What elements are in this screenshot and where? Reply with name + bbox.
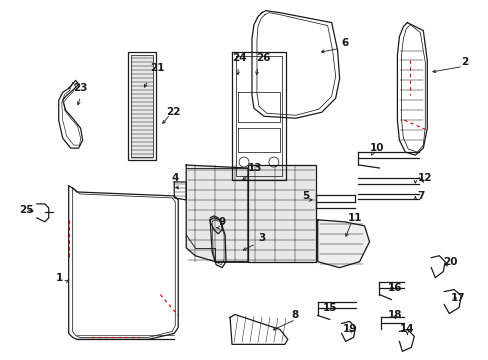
Circle shape	[239, 157, 248, 167]
Text: 12: 12	[416, 173, 431, 183]
Text: 2: 2	[460, 58, 468, 67]
Polygon shape	[186, 165, 247, 262]
Text: 15: 15	[322, 302, 336, 312]
Text: 5: 5	[302, 191, 309, 201]
Text: 14: 14	[399, 324, 414, 334]
Text: 21: 21	[150, 63, 164, 73]
Text: 11: 11	[347, 213, 361, 223]
Text: 18: 18	[387, 310, 402, 320]
Text: 16: 16	[386, 283, 401, 293]
Text: 4: 4	[171, 173, 179, 183]
Text: 25: 25	[19, 205, 33, 215]
Text: 9: 9	[218, 217, 225, 227]
Text: 20: 20	[442, 257, 457, 267]
Polygon shape	[247, 165, 315, 262]
Text: 19: 19	[342, 324, 356, 334]
Text: 1: 1	[55, 273, 62, 283]
FancyBboxPatch shape	[131, 55, 153, 157]
FancyBboxPatch shape	[128, 53, 156, 160]
Text: 17: 17	[450, 293, 465, 302]
Text: 3: 3	[258, 233, 264, 243]
Circle shape	[268, 157, 278, 167]
Text: 8: 8	[291, 310, 299, 320]
Text: 24: 24	[232, 54, 246, 63]
Text: 10: 10	[369, 143, 383, 153]
Text: 6: 6	[341, 37, 348, 48]
Text: 7: 7	[416, 191, 424, 201]
Text: 13: 13	[247, 163, 262, 173]
Polygon shape	[317, 220, 369, 268]
Text: 22: 22	[166, 107, 181, 117]
Text: 23: 23	[73, 84, 87, 93]
Text: 26: 26	[255, 54, 270, 63]
